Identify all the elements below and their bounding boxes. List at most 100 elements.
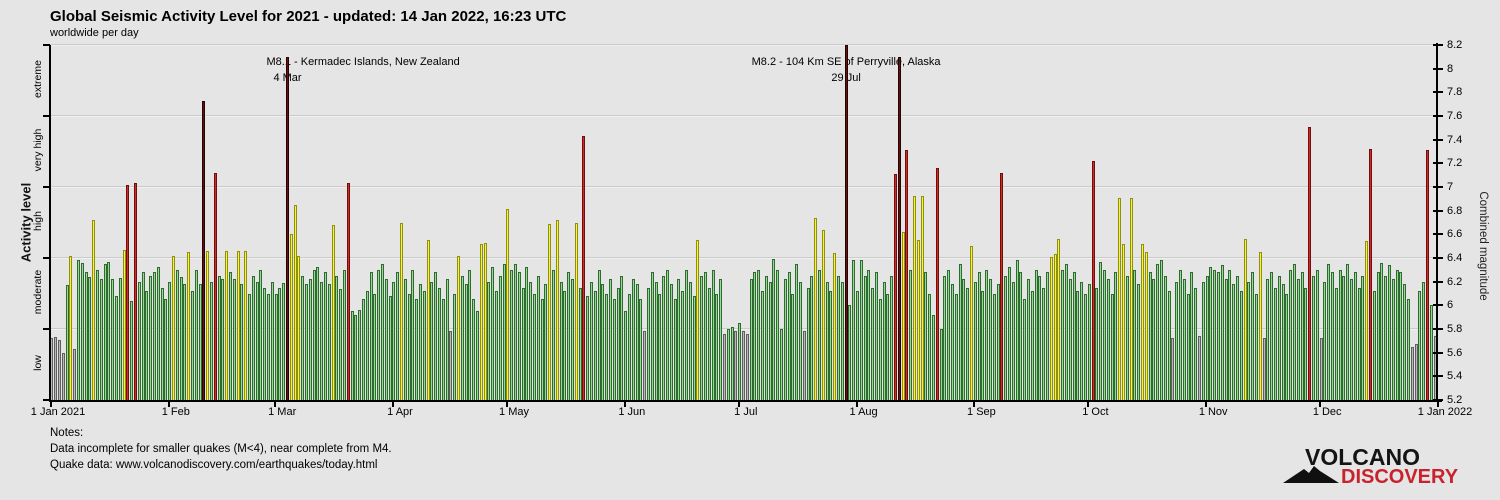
y-right-tick-label: 6.8 xyxy=(1447,204,1463,217)
day-bar xyxy=(1106,279,1110,400)
day-bar xyxy=(787,272,791,400)
day-bar xyxy=(479,243,483,400)
day-bar xyxy=(840,281,844,400)
day-bar xyxy=(1034,269,1038,400)
day-bar xyxy=(954,293,958,400)
day-bar xyxy=(669,284,673,400)
day-bar xyxy=(875,272,878,400)
day-bar xyxy=(685,269,688,400)
day-bar xyxy=(145,291,149,400)
day-bar xyxy=(1403,284,1407,400)
day-bar xyxy=(1053,254,1057,400)
day-bar xyxy=(134,183,137,400)
day-bar xyxy=(768,281,772,400)
day-bar xyxy=(1213,269,1217,400)
day-bar xyxy=(403,279,407,400)
day-bar xyxy=(745,333,749,400)
day-bar xyxy=(1247,281,1251,400)
day-bar xyxy=(316,267,320,400)
day-bar xyxy=(578,287,582,400)
y-right-tick xyxy=(1433,375,1443,378)
day-bar xyxy=(1300,272,1304,400)
day-bar xyxy=(210,281,213,400)
day-bar xyxy=(612,299,616,400)
day-bar xyxy=(377,269,381,400)
day-bar xyxy=(992,293,996,400)
day-bar xyxy=(1296,279,1300,400)
day-bar xyxy=(1141,243,1144,400)
day-bar xyxy=(229,272,232,400)
day-bar xyxy=(939,329,943,400)
day-bar xyxy=(1046,272,1049,400)
day-bar xyxy=(552,269,555,400)
day-bar xyxy=(696,240,700,400)
day-bar xyxy=(1087,284,1091,400)
day-bar xyxy=(1091,160,1095,400)
day-bar xyxy=(103,263,107,400)
day-bar xyxy=(137,281,141,400)
day-bar xyxy=(821,229,825,400)
day-bar xyxy=(1289,269,1293,400)
x-tick-label: 1 Sep xyxy=(967,406,996,418)
y-right-tick xyxy=(1433,186,1443,188)
gridline xyxy=(50,257,1437,259)
x-tick xyxy=(1087,400,1090,407)
day-bar xyxy=(521,287,525,400)
day-bar xyxy=(780,329,783,400)
day-bar xyxy=(187,252,191,400)
day-bar xyxy=(742,331,745,400)
day-bar xyxy=(947,269,951,400)
day-bar xyxy=(1152,279,1156,400)
y-right-tick-label: 7.8 xyxy=(1447,86,1463,99)
day-bar xyxy=(464,284,468,400)
day-bar xyxy=(666,269,669,400)
day-bar xyxy=(1220,265,1224,400)
day-bar xyxy=(164,299,168,400)
y-left-tick xyxy=(43,115,50,117)
day-bar xyxy=(1376,272,1380,400)
y-right-tick-label: 5.2 xyxy=(1447,394,1463,406)
day-bar xyxy=(878,299,882,400)
day-bar xyxy=(837,275,840,400)
day-bar xyxy=(1323,281,1327,400)
day-bar xyxy=(289,234,293,400)
x-tick xyxy=(855,400,858,407)
day-bar xyxy=(1038,275,1042,400)
day-bar xyxy=(1217,272,1220,400)
day-bar xyxy=(1144,252,1148,400)
day-bar xyxy=(901,231,905,400)
day-bar xyxy=(571,279,574,400)
day-bar xyxy=(966,287,970,400)
day-bar xyxy=(738,323,742,400)
y-right-tick xyxy=(1433,280,1443,283)
day-bar xyxy=(422,291,426,400)
day-bar xyxy=(555,220,559,400)
day-bar xyxy=(365,291,369,400)
day-bar xyxy=(1008,267,1011,400)
day-bar xyxy=(498,275,502,400)
x-tick xyxy=(737,400,740,407)
day-bar xyxy=(156,267,160,400)
day-bar xyxy=(331,224,335,400)
day-bar xyxy=(761,291,764,400)
day-bar xyxy=(1205,275,1209,400)
day-bar xyxy=(726,329,730,400)
day-bar xyxy=(259,269,263,400)
day-bar xyxy=(373,293,377,400)
day-bar xyxy=(1262,338,1266,400)
day-bar xyxy=(1365,241,1369,400)
day-bar xyxy=(1327,263,1331,400)
day-bar xyxy=(711,269,715,400)
day-bar xyxy=(194,269,198,400)
day-bar xyxy=(977,272,981,400)
y-axis-left-line xyxy=(49,45,51,401)
day-bar xyxy=(327,284,331,400)
day-bar xyxy=(1429,305,1433,400)
day-bar xyxy=(700,275,704,400)
day-bar xyxy=(639,299,643,400)
x-tick xyxy=(973,400,976,407)
day-bar xyxy=(1011,281,1015,400)
y-left-tick xyxy=(43,399,50,401)
day-bar xyxy=(1388,265,1391,400)
notes-source: Quake data: www.volcanodiscovery.com/ear… xyxy=(50,459,378,471)
